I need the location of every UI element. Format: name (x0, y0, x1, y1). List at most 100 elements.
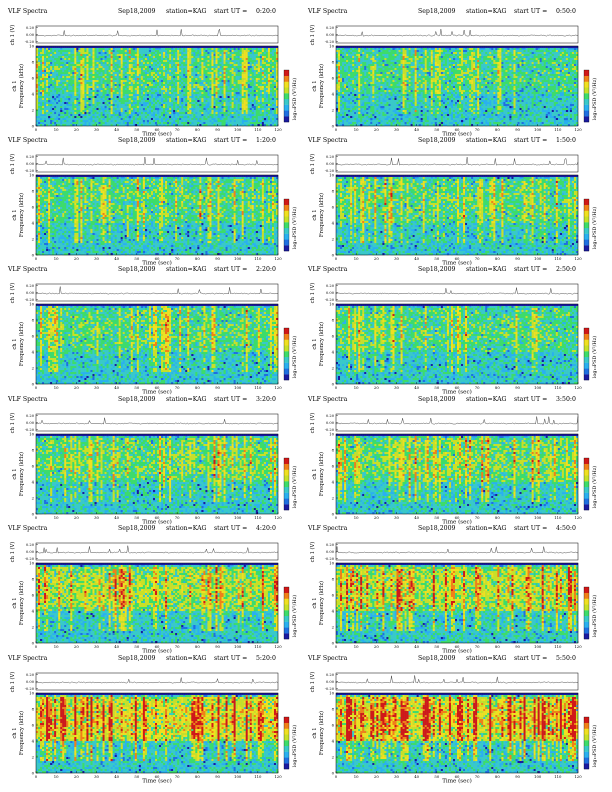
colorbar-segment (284, 587, 289, 593)
waveform-tick-label: -0.20 (325, 687, 335, 691)
waveform-ylabel: ch 1 (V) (309, 25, 316, 46)
x-tick-label: 70 (175, 127, 180, 132)
panel-date: Sep18,2009 (418, 396, 456, 403)
x-axis-label: Time (sec) (142, 131, 172, 138)
colorbar-segment (284, 498, 289, 505)
panel-start-prefix: start UT = (214, 396, 247, 403)
x-tick-label: 110 (254, 256, 262, 261)
x-tick-label: 0 (35, 256, 38, 261)
waveform-frame (35, 154, 279, 173)
x-tick-label: 20 (74, 256, 79, 261)
colorbar-segment (584, 728, 589, 735)
colorbar-segment (584, 751, 589, 758)
panel-start-prefix: start UT = (514, 266, 547, 273)
panel-title: VLF Spectra (307, 655, 348, 662)
colorbar-label: log₁₀PSD (V²/Hz) (291, 725, 298, 767)
colorbar-segment (584, 757, 589, 764)
panel-title: VLF Spectra (307, 525, 348, 532)
x-tick-label: 70 (175, 256, 180, 261)
waveform-tick-label: 0.00 (326, 680, 335, 684)
y-tick-label: 6 (32, 333, 35, 338)
colorbar-label: log₁₀PSD (V²/Hz) (591, 78, 598, 120)
colorbar-label: log₁₀PSD (V²/Hz) (291, 595, 298, 637)
waveform-ylabel: ch 1 (V) (309, 672, 316, 693)
y-tick-label: 8 (332, 188, 335, 193)
waveform-line (35, 545, 279, 554)
panel-station: station=KAG (466, 8, 507, 15)
colorbar-segment (584, 763, 589, 770)
waveform-frame (35, 413, 279, 432)
y-axis-label: Frequency (kHz) (318, 64, 325, 108)
spectrogram-cells (336, 304, 579, 385)
waveform-tick-label: 0.00 (326, 291, 335, 295)
waveform-tick-label: -0.20 (25, 428, 35, 432)
waveform-ylabel: ch 1 (V) (309, 542, 316, 563)
panel-start-ut: 4:20:0 (256, 525, 276, 532)
x-tick-label: 90 (515, 515, 520, 520)
channel-label: ch 1 (12, 597, 18, 608)
x-tick-label: 100 (534, 644, 542, 649)
y-tick-label: 4 (332, 738, 335, 743)
y-tick-label: 6 (32, 463, 35, 468)
panel-start-ut: 2:20:0 (256, 266, 276, 273)
waveform-tick-label: -0.20 (25, 40, 35, 44)
colorbar-frame (583, 457, 590, 511)
waveform-line (35, 677, 279, 684)
panel-date: Sep18,2009 (418, 137, 456, 144)
x-tick-label: 30 (94, 644, 99, 649)
channel-label: ch 1 (12, 80, 18, 91)
panel-station: station=KAG (466, 655, 507, 662)
y-tick-label: 2 (332, 107, 335, 112)
waveform-line (335, 157, 579, 166)
colorbar-label: log₁₀PSD (V²/Hz) (291, 336, 298, 378)
x-tick-label: 30 (394, 256, 399, 261)
x-tick-label: 70 (475, 127, 480, 132)
colorbar-segment (284, 722, 289, 729)
channel-label: ch 1 (12, 209, 18, 220)
x-tick-label: 80 (495, 127, 500, 132)
x-tick-label: 90 (215, 774, 220, 779)
colorbar-segment (284, 486, 289, 493)
colorbar-segment (284, 216, 289, 223)
waveform-tick-label: 0.00 (326, 162, 335, 166)
colorbar-segment (284, 475, 289, 482)
colorbar-segment (284, 222, 289, 229)
colorbar-frame (283, 457, 290, 511)
x-tick-label: 80 (495, 774, 500, 779)
y-tick-label: 4 (332, 349, 335, 354)
colorbar-segment (284, 81, 289, 88)
colorbar-segment (584, 740, 589, 747)
colorbar-label: log₁₀PSD (V²/Hz) (291, 78, 298, 120)
y-axis-label: Frequency (kHz) (318, 711, 325, 755)
y-tick-label: 10 (329, 560, 334, 565)
x-tick-label: 40 (414, 774, 419, 779)
channel-label: ch 1 (312, 597, 318, 608)
colorbar-frame (283, 716, 290, 770)
y-tick-label: 0 (32, 381, 35, 386)
waveform-ylabel: ch 1 (V) (9, 542, 16, 563)
x-tick-label: 120 (274, 644, 282, 649)
x-axis-label: Time (sec) (442, 648, 472, 655)
colorbar-segment (284, 104, 289, 111)
x-tick-label: 30 (94, 127, 99, 132)
panel-title: VLF Spectra (307, 396, 348, 403)
channel-label: ch 1 (12, 338, 18, 349)
waveform-ylabel: ch 1 (V) (9, 154, 16, 175)
y-tick-label: 2 (332, 236, 335, 241)
spectrogram-cells (336, 434, 579, 515)
panel-title: VLF Spectra (7, 525, 48, 532)
spectrogram-svg: VLF Spectra Sep18,2009 station=KAG start UT… (7, 655, 298, 785)
waveform-tick-label: 0.20 (26, 26, 35, 30)
x-tick-label: 100 (534, 127, 542, 132)
y-tick-label: 4 (32, 608, 35, 613)
waveform-frame (35, 672, 279, 691)
y-tick-label: 0 (32, 770, 35, 775)
x-tick-label: 40 (414, 256, 419, 261)
y-tick-label: 4 (32, 220, 35, 225)
y-tick-label: 8 (32, 317, 35, 322)
colorbar-segment (584, 592, 589, 599)
colorbar-segment (584, 504, 589, 511)
colorbar-segment (584, 204, 589, 211)
y-axis-label: Frequency (kHz) (18, 711, 25, 755)
